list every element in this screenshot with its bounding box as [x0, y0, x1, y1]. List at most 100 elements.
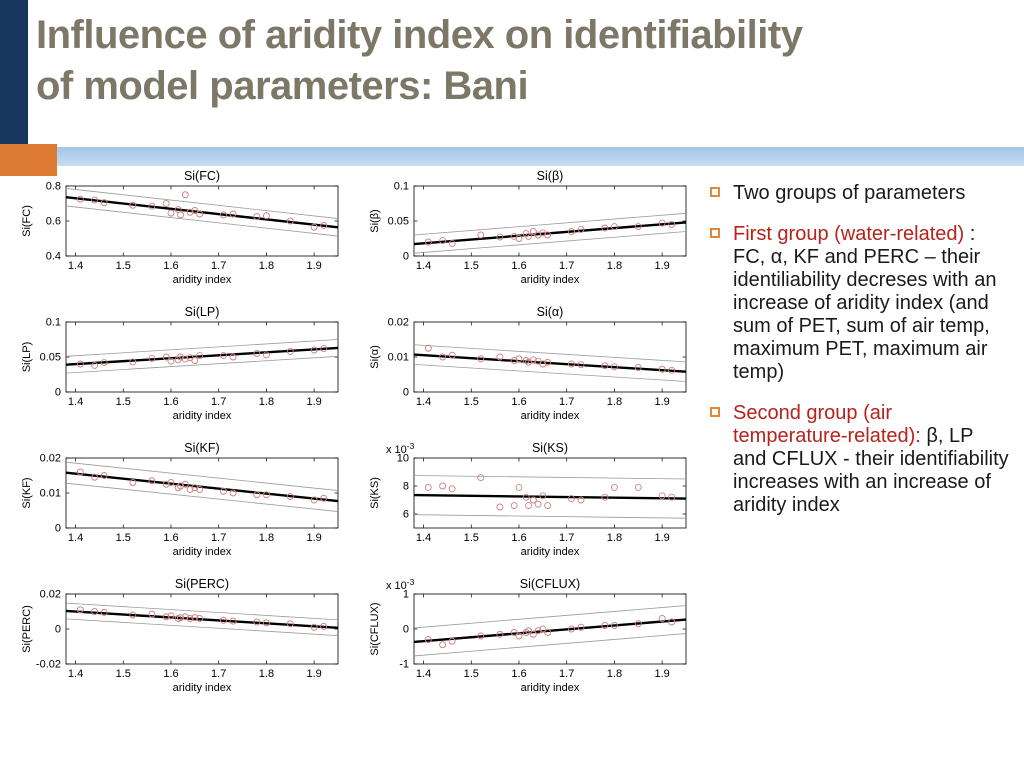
svg-text:1.7: 1.7: [559, 532, 574, 544]
chart-si-ks: Si(KS) x 10-3 1.4 1.5 1.6 1.7 1.8 1.9 6 8 10 aridit…: [366, 440, 698, 576]
svg-text:1.6: 1.6: [163, 260, 178, 272]
svg-text:1.9: 1.9: [306, 396, 321, 408]
bullet-text-1: Two groups of parameters: [733, 182, 965, 205]
svg-text:1.8: 1.8: [607, 668, 622, 680]
svg-text:Si(CFLUX): Si(CFLUX): [369, 602, 381, 655]
svg-text:0.05: 0.05: [388, 216, 409, 228]
svg-text:1.7: 1.7: [211, 260, 226, 272]
orange-accent-block: [0, 144, 57, 176]
svg-text:Si(KF): Si(KF): [184, 441, 219, 455]
svg-text:1.5: 1.5: [464, 668, 479, 680]
slide-title: Influence of aridity index on identifiab…: [36, 10, 1016, 112]
svg-text:1.6: 1.6: [511, 396, 526, 408]
svg-text:Si(FC): Si(FC): [184, 169, 220, 183]
blue-divider-band: [57, 147, 1024, 166]
svg-text:1.4: 1.4: [416, 532, 431, 544]
charts-grid: Si(FC) 1.4 1.5 1.6 1.7 1.8 1.9 0.4 0.6 0.8 aridity…: [18, 168, 698, 712]
svg-text:1.4: 1.4: [68, 668, 83, 680]
svg-text:aridity index: aridity index: [173, 274, 232, 286]
svg-text:1.8: 1.8: [259, 396, 274, 408]
svg-text:0.05: 0.05: [40, 352, 61, 364]
bullet-2-body: : FC, α, KF and PERC – their identiliabi…: [733, 223, 997, 383]
bullet-3-heading: Second group (air temperature-related):: [733, 402, 927, 447]
svg-text:Si(α): Si(α): [369, 345, 381, 368]
svg-text:1.4: 1.4: [68, 532, 83, 544]
svg-text:1.9: 1.9: [654, 396, 669, 408]
svg-text:1.9: 1.9: [654, 260, 669, 272]
svg-text:1.4: 1.4: [68, 260, 83, 272]
svg-text:1.9: 1.9: [306, 260, 321, 272]
chart-si-fc: Si(FC) 1.4 1.5 1.6 1.7 1.8 1.9 0.4 0.6 0.8 aridity…: [18, 168, 350, 304]
svg-text:0.6: 0.6: [46, 216, 61, 228]
svg-text:-0.02: -0.02: [36, 659, 61, 671]
svg-text:Si(LP): Si(LP): [185, 305, 220, 319]
svg-text:aridity index: aridity index: [521, 682, 580, 694]
chart-si-kf: Si(KF) 1.4 1.5 1.6 1.7 1.8 1.9 0 0.01 0.02 aridity…: [18, 440, 350, 576]
navy-accent-bar: [0, 0, 28, 144]
svg-text:aridity index: aridity index: [173, 546, 232, 558]
svg-text:x 10-3: x 10-3: [386, 577, 415, 592]
svg-text:0: 0: [55, 387, 61, 399]
svg-text:1.6: 1.6: [163, 396, 178, 408]
svg-text:8: 8: [403, 481, 409, 493]
svg-text:Si(LP): Si(LP): [21, 342, 33, 373]
svg-text:0: 0: [403, 624, 409, 636]
svg-text:1.6: 1.6: [511, 532, 526, 544]
svg-text:1.8: 1.8: [607, 532, 622, 544]
svg-text:1.4: 1.4: [68, 396, 83, 408]
bullet-panel: Two groups of parameters First group (wa…: [710, 182, 1012, 535]
svg-text:1.7: 1.7: [559, 668, 574, 680]
svg-text:0.1: 0.1: [394, 181, 409, 193]
svg-text:Si(CFLUX): Si(CFLUX): [520, 577, 580, 591]
bullet-3-body: β, LP and CFLUX - their identifiability …: [733, 425, 1009, 516]
svg-text:1.9: 1.9: [306, 532, 321, 544]
bullet-text-3: Second group (air temperature-related): …: [733, 402, 1012, 517]
chart-si-perc: Si(PERC) 1.4 1.5 1.6 1.7 1.8 1.9 -0.02 0 0.02 arid…: [18, 576, 350, 712]
svg-text:1.8: 1.8: [607, 396, 622, 408]
bullet-item-2: First group (water-related) : FC, α, KF …: [710, 223, 1012, 384]
svg-text:0: 0: [403, 251, 409, 263]
svg-text:1.9: 1.9: [654, 668, 669, 680]
svg-text:1.9: 1.9: [654, 532, 669, 544]
svg-text:1.6: 1.6: [511, 668, 526, 680]
svg-text:0.02: 0.02: [388, 317, 409, 329]
svg-text:1.4: 1.4: [416, 260, 431, 272]
svg-text:aridity index: aridity index: [521, 410, 580, 422]
svg-text:1.5: 1.5: [116, 668, 131, 680]
svg-text:1.5: 1.5: [116, 260, 131, 272]
svg-text:1.5: 1.5: [116, 532, 131, 544]
svg-text:0: 0: [403, 387, 409, 399]
svg-text:0: 0: [55, 523, 61, 535]
svg-text:1.8: 1.8: [259, 260, 274, 272]
svg-text:aridity index: aridity index: [173, 410, 232, 422]
svg-text:Si(α): Si(α): [537, 305, 564, 319]
svg-text:0.01: 0.01: [388, 352, 409, 364]
svg-text:Si(PERC): Si(PERC): [21, 605, 33, 653]
svg-text:1.4: 1.4: [416, 668, 431, 680]
svg-text:aridity index: aridity index: [173, 682, 232, 694]
bullet-square-icon: [710, 407, 720, 417]
svg-text:1.7: 1.7: [211, 532, 226, 544]
bullet-item-3: Second group (air temperature-related): …: [710, 402, 1012, 517]
svg-text:1.5: 1.5: [464, 532, 479, 544]
svg-text:1.5: 1.5: [116, 396, 131, 408]
svg-text:-1: -1: [399, 659, 409, 671]
bullet-square-icon: [710, 187, 720, 197]
svg-text:0.8: 0.8: [46, 181, 61, 193]
bullet-1-segment-1: Two groups of parameters: [733, 182, 966, 204]
svg-text:10: 10: [397, 453, 409, 465]
svg-text:Si(FC): Si(FC): [21, 205, 33, 237]
svg-text:aridity index: aridity index: [521, 546, 580, 558]
svg-text:0.02: 0.02: [40, 589, 61, 601]
chart-si-beta: Si(β) 1.4 1.5 1.6 1.7 1.8 1.9 0 0.05 0.1 aridity i…: [366, 168, 698, 304]
chart-si-lp: Si(LP) 1.4 1.5 1.6 1.7 1.8 1.9 0 0.05 0.1 aridity …: [18, 304, 350, 440]
svg-text:1.6: 1.6: [163, 668, 178, 680]
chart-si-cflux: Si(CFLUX) x 10-3 1.4 1.5 1.6 1.7 1.8 1.9 -1 0 1 ari…: [366, 576, 698, 712]
svg-text:1.7: 1.7: [211, 396, 226, 408]
svg-text:1.6: 1.6: [163, 532, 178, 544]
svg-text:6: 6: [403, 509, 409, 521]
svg-text:Si(KF): Si(KF): [21, 477, 33, 508]
svg-text:0.01: 0.01: [40, 488, 61, 500]
chart-si-alpha: Si(α) 1.4 1.5 1.6 1.7 1.8 1.9 0 0.01 0.02 aridity …: [366, 304, 698, 440]
svg-text:0.1: 0.1: [46, 317, 61, 329]
